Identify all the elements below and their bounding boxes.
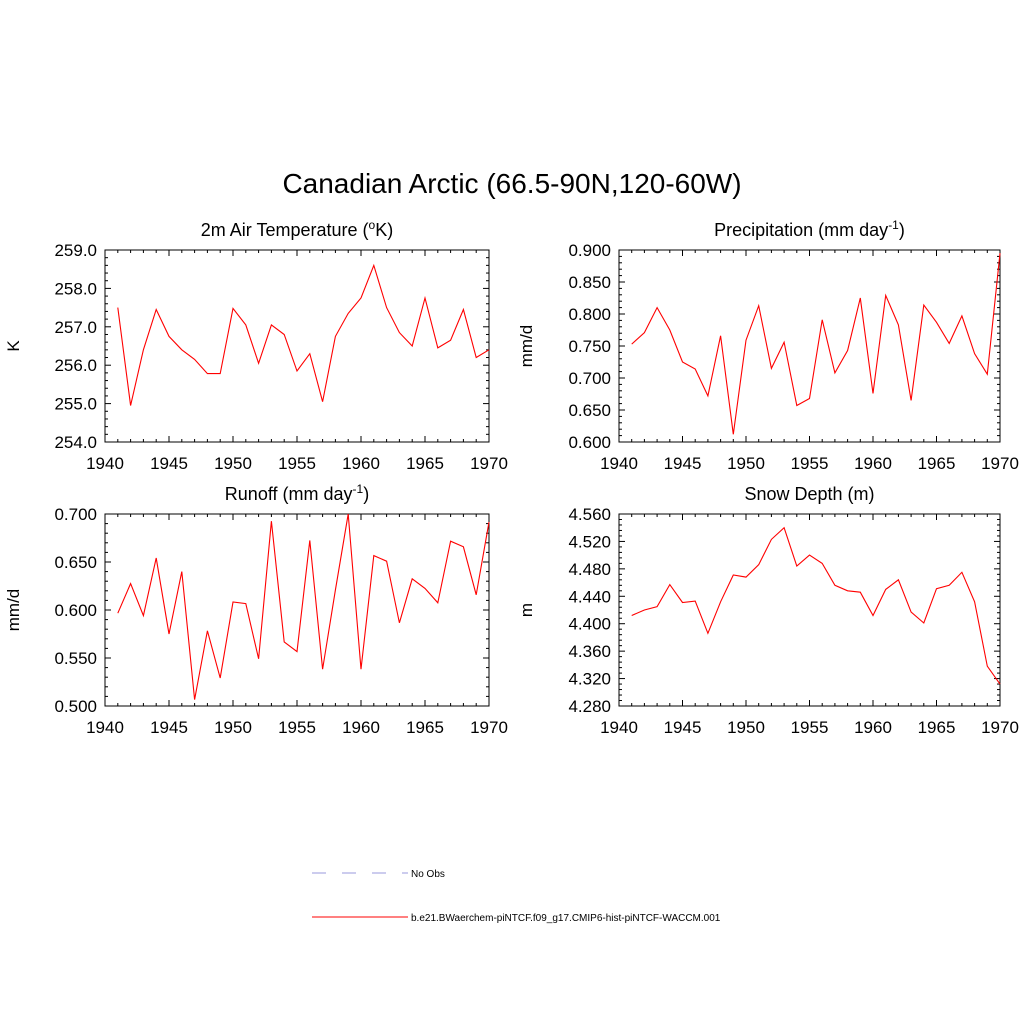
- y-tick-label: 0.700: [54, 505, 97, 524]
- y-tick-label: 257.0: [54, 318, 97, 337]
- y-tick-label: 4.400: [568, 615, 611, 634]
- x-tick-label: 1965: [918, 454, 956, 473]
- y-tick-label: 4.560: [568, 505, 611, 524]
- y-tick-label: 254.0: [54, 433, 97, 452]
- panel-snow-depth: 1940 1945 1950 1955 1960 1965 1970 4.280 4.320 4.…: [517, 484, 1019, 737]
- x-tick-label: 1970: [470, 454, 508, 473]
- x-tick-label: 1950: [727, 454, 765, 473]
- x-tick-label: 1950: [214, 718, 252, 737]
- legend: No Obs b.e21.BWaerchem-piNTCF.f09_g17.CM…: [312, 869, 721, 924]
- y-tick-label: 0.550: [54, 649, 97, 668]
- y-tick-label: 256.0: [54, 356, 97, 375]
- y-tick-label: 0.650: [568, 401, 611, 420]
- plot-frame: [104, 513, 490, 707]
- x-tick-label: 1960: [342, 454, 380, 473]
- plot-frame: [618, 513, 1001, 707]
- x-tick-label: 1940: [600, 718, 638, 737]
- x-tick-label: 1960: [342, 718, 380, 737]
- x-tick-label: 1955: [278, 454, 316, 473]
- figure-title: Canadian Arctic (66.5-90N,120-60W): [282, 168, 742, 199]
- y-tick-label: 0.800: [568, 305, 611, 324]
- x-tick-label: 1960: [854, 718, 892, 737]
- panel-title: Precipitation (mm day-1): [714, 218, 905, 240]
- x-tick-label: 1970: [981, 718, 1019, 737]
- y-axis-label: m: [517, 603, 536, 617]
- y-tick-label: 4.480: [568, 560, 611, 579]
- y-tick-label: 259.0: [54, 241, 97, 260]
- x-tick-label: 1940: [86, 454, 124, 473]
- series-line: [117, 263, 490, 406]
- x-tick-label: 1970: [981, 454, 1019, 473]
- legend-label-model: b.e21.BWaerchem-piNTCF.f09_g17.CMIP6-his…: [411, 913, 721, 924]
- panel-precipitation: 1940 1945 1950 1955 1960 1965 1970 0.600 0.650 0.…: [517, 218, 1019, 473]
- y-tick-label: 0.750: [568, 337, 611, 356]
- y-tick-label: 0.850: [568, 273, 611, 292]
- y-tick-label: 4.320: [568, 670, 611, 689]
- x-tick-label: 1945: [150, 454, 188, 473]
- y-tick-label: 0.600: [54, 601, 97, 620]
- y-tick-label: 258.0: [54, 279, 97, 298]
- x-tick-label: 1940: [86, 718, 124, 737]
- series-line: [631, 253, 1001, 435]
- y-axis-label: mm/d: [4, 589, 23, 632]
- x-tick-label: 1950: [727, 718, 765, 737]
- series-line: [117, 513, 490, 700]
- x-tick-label: 1955: [791, 454, 829, 473]
- x-tick-label: 1970: [470, 718, 508, 737]
- x-tick-label: 1955: [278, 718, 316, 737]
- panel-air-temperature: 1940 1945 1950 1955 1960 1965 1970 254.0 255.0 25…: [4, 218, 508, 473]
- x-tick-label: 1945: [664, 454, 702, 473]
- y-tick-label: 0.500: [54, 697, 97, 716]
- y-tick-label: 0.600: [568, 433, 611, 452]
- y-tick-label: 255.0: [54, 395, 97, 414]
- x-tick-label: 1945: [150, 718, 188, 737]
- x-tick-label: 1960: [854, 454, 892, 473]
- y-axis-label: K: [4, 340, 23, 352]
- legend-label-no-obs: No Obs: [411, 869, 445, 880]
- y-tick-label: 4.360: [568, 642, 611, 661]
- panel-title: Runoff (mm day-1): [225, 482, 369, 504]
- y-tick-label: 0.900: [568, 241, 611, 260]
- x-tick-label: 1965: [918, 718, 956, 737]
- x-tick-label: 1965: [406, 718, 444, 737]
- x-tick-label: 1955: [791, 718, 829, 737]
- y-tick-label: 0.700: [568, 369, 611, 388]
- y-tick-label: 4.440: [568, 587, 611, 606]
- y-tick-label: 4.280: [568, 697, 611, 716]
- y-axis-label: mm/d: [517, 325, 536, 368]
- panel-title: Snow Depth (m): [744, 484, 874, 504]
- y-tick-label: 0.650: [54, 553, 97, 572]
- y-tick-label: 4.520: [568, 532, 611, 551]
- series-line: [631, 526, 1001, 685]
- x-tick-label: 1945: [664, 718, 702, 737]
- panel-runoff: 1940 1945 1950 1955 1960 1965 1970 0.500 0.550 0.…: [4, 482, 508, 737]
- panel-title: 2m Air Temperature (oK): [201, 218, 393, 240]
- x-tick-label: 1950: [214, 454, 252, 473]
- plot-frame: [104, 249, 490, 443]
- x-tick-label: 1940: [600, 454, 638, 473]
- x-tick-label: 1965: [406, 454, 444, 473]
